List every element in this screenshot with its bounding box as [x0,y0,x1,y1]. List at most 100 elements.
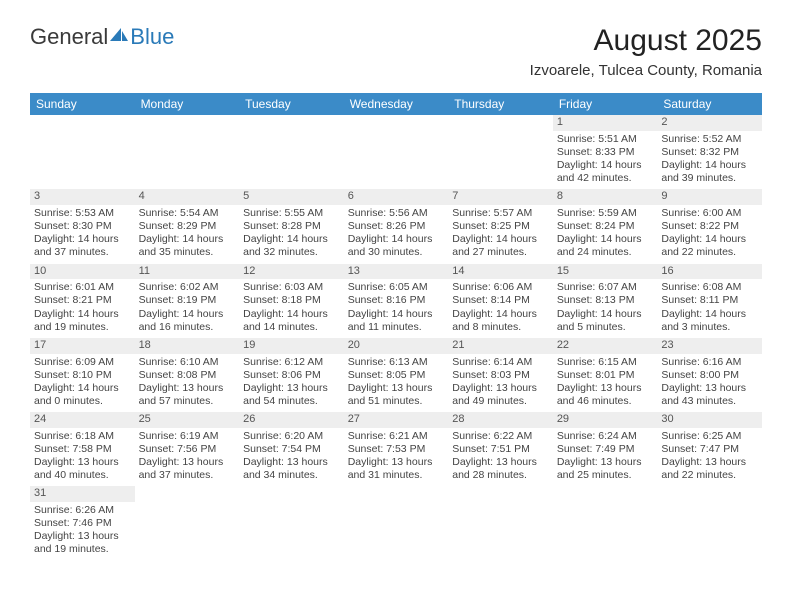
sunset-text: Sunset: 8:01 PM [557,369,654,382]
day-number: 20 [344,338,449,354]
calendar-cell: 18Sunrise: 6:10 AMSunset: 8:08 PMDayligh… [135,338,240,412]
daylight-text: Daylight: 14 hours and 27 minutes. [452,233,549,259]
calendar-cell: 26Sunrise: 6:20 AMSunset: 7:54 PMDayligh… [239,412,344,486]
calendar-row: 31Sunrise: 6:26 AMSunset: 7:46 PMDayligh… [30,486,762,560]
calendar-cell: 25Sunrise: 6:19 AMSunset: 7:56 PMDayligh… [135,412,240,486]
sunset-text: Sunset: 8:25 PM [452,220,549,233]
day-body: Sunrise: 6:07 AMSunset: 8:13 PMDaylight:… [553,279,658,338]
sunset-text: Sunset: 8:26 PM [348,220,445,233]
calendar-cell: 1Sunrise: 5:51 AMSunset: 8:33 PMDaylight… [553,115,658,189]
logo: General Blue [30,24,174,50]
sunrise-text: Sunrise: 5:59 AM [557,207,654,220]
calendar-cell [553,486,658,560]
daylight-text: Daylight: 14 hours and 37 minutes. [34,233,131,259]
sunrise-text: Sunrise: 6:25 AM [661,430,758,443]
day-number: 19 [239,338,344,354]
day-header: Thursday [448,93,553,115]
day-body: Sunrise: 6:21 AMSunset: 7:53 PMDaylight:… [344,428,449,487]
calendar-cell: 29Sunrise: 6:24 AMSunset: 7:49 PMDayligh… [553,412,658,486]
daylight-text: Daylight: 13 hours and 57 minutes. [139,382,236,408]
sunset-text: Sunset: 8:19 PM [139,294,236,307]
daylight-text: Daylight: 14 hours and 30 minutes. [348,233,445,259]
calendar-cell [30,115,135,189]
sunrise-text: Sunrise: 6:19 AM [139,430,236,443]
day-number: 13 [344,264,449,280]
calendar-row: 17Sunrise: 6:09 AMSunset: 8:10 PMDayligh… [30,338,762,412]
calendar-cell [135,115,240,189]
day-number: 23 [657,338,762,354]
calendar-cell: 2Sunrise: 5:52 AMSunset: 8:32 PMDaylight… [657,115,762,189]
day-number: 17 [30,338,135,354]
sunrise-text: Sunrise: 6:15 AM [557,356,654,369]
sunrise-text: Sunrise: 6:14 AM [452,356,549,369]
calendar-row: 3Sunrise: 5:53 AMSunset: 8:30 PMDaylight… [30,189,762,263]
day-body: Sunrise: 6:15 AMSunset: 8:01 PMDaylight:… [553,354,658,413]
sunrise-text: Sunrise: 6:13 AM [348,356,445,369]
sunset-text: Sunset: 8:05 PM [348,369,445,382]
calendar-cell [448,115,553,189]
sunrise-text: Sunrise: 6:24 AM [557,430,654,443]
calendar-cell [448,486,553,560]
day-header: Wednesday [344,93,449,115]
day-body: Sunrise: 5:55 AMSunset: 8:28 PMDaylight:… [239,205,344,264]
sunset-text: Sunset: 7:47 PM [661,443,758,456]
day-number: 1 [553,115,658,131]
daylight-text: Daylight: 13 hours and 19 minutes. [34,530,131,556]
calendar-cell: 27Sunrise: 6:21 AMSunset: 7:53 PMDayligh… [344,412,449,486]
calendar-cell: 20Sunrise: 6:13 AMSunset: 8:05 PMDayligh… [344,338,449,412]
day-header: Tuesday [239,93,344,115]
daylight-text: Daylight: 14 hours and 24 minutes. [557,233,654,259]
day-number: 7 [448,189,553,205]
day-body: Sunrise: 6:25 AMSunset: 7:47 PMDaylight:… [657,428,762,487]
day-body: Sunrise: 6:22 AMSunset: 7:51 PMDaylight:… [448,428,553,487]
sunset-text: Sunset: 8:22 PM [661,220,758,233]
day-number: 5 [239,189,344,205]
day-number: 2 [657,115,762,131]
calendar-cell: 8Sunrise: 5:59 AMSunset: 8:24 PMDaylight… [553,189,658,263]
day-body: Sunrise: 6:02 AMSunset: 8:19 PMDaylight:… [135,279,240,338]
day-body: Sunrise: 6:09 AMSunset: 8:10 PMDaylight:… [30,354,135,413]
daylight-text: Daylight: 14 hours and 39 minutes. [661,159,758,185]
day-header: Saturday [657,93,762,115]
calendar-cell: 17Sunrise: 6:09 AMSunset: 8:10 PMDayligh… [30,338,135,412]
day-number: 6 [344,189,449,205]
daylight-text: Daylight: 13 hours and 49 minutes. [452,382,549,408]
day-body: Sunrise: 5:57 AMSunset: 8:25 PMDaylight:… [448,205,553,264]
day-number: 3 [30,189,135,205]
daylight-text: Daylight: 14 hours and 8 minutes. [452,308,549,334]
sunrise-text: Sunrise: 6:09 AM [34,356,131,369]
day-number: 18 [135,338,240,354]
day-number: 16 [657,264,762,280]
sunset-text: Sunset: 7:46 PM [34,517,131,530]
sunrise-text: Sunrise: 6:00 AM [661,207,758,220]
calendar-cell: 30Sunrise: 6:25 AMSunset: 7:47 PMDayligh… [657,412,762,486]
day-number: 31 [30,486,135,502]
sunset-text: Sunset: 8:21 PM [34,294,131,307]
sunrise-text: Sunrise: 6:05 AM [348,281,445,294]
sunset-text: Sunset: 8:24 PM [557,220,654,233]
sunset-text: Sunset: 8:11 PM [661,294,758,307]
sunrise-text: Sunrise: 6:06 AM [452,281,549,294]
sail-icon [108,24,130,50]
sunset-text: Sunset: 8:13 PM [557,294,654,307]
calendar-cell: 12Sunrise: 6:03 AMSunset: 8:18 PMDayligh… [239,264,344,338]
day-header: Sunday [30,93,135,115]
calendar-cell: 5Sunrise: 5:55 AMSunset: 8:28 PMDaylight… [239,189,344,263]
calendar-cell [657,486,762,560]
daylight-text: Daylight: 13 hours and 40 minutes. [34,456,131,482]
day-header: Friday [553,93,658,115]
day-number: 30 [657,412,762,428]
daylight-text: Daylight: 14 hours and 42 minutes. [557,159,654,185]
day-body: Sunrise: 6:00 AMSunset: 8:22 PMDaylight:… [657,205,762,264]
calendar-cell: 7Sunrise: 5:57 AMSunset: 8:25 PMDaylight… [448,189,553,263]
day-body: Sunrise: 6:18 AMSunset: 7:58 PMDaylight:… [30,428,135,487]
calendar-cell [344,115,449,189]
day-header: Monday [135,93,240,115]
sunrise-text: Sunrise: 5:53 AM [34,207,131,220]
sunset-text: Sunset: 8:28 PM [243,220,340,233]
daylight-text: Daylight: 14 hours and 35 minutes. [139,233,236,259]
daylight-text: Daylight: 14 hours and 16 minutes. [139,308,236,334]
day-body: Sunrise: 6:12 AMSunset: 8:06 PMDaylight:… [239,354,344,413]
sunrise-text: Sunrise: 5:55 AM [243,207,340,220]
calendar-cell: 14Sunrise: 6:06 AMSunset: 8:14 PMDayligh… [448,264,553,338]
